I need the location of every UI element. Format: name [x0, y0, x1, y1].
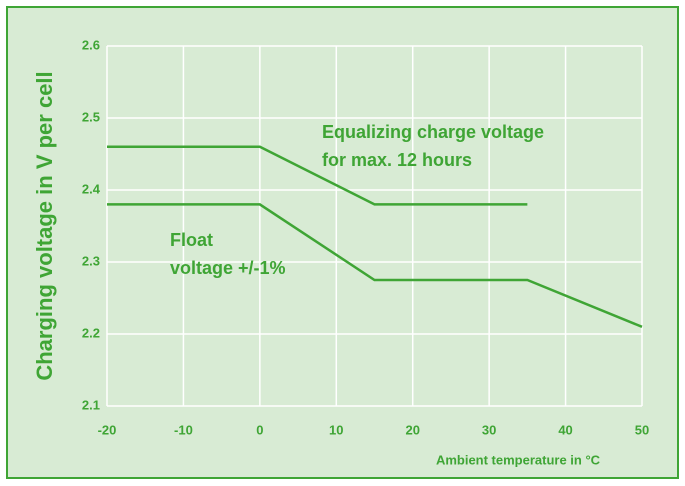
line-series: [107, 203, 643, 328]
x-tick-label: 0: [256, 422, 263, 437]
x-tick-label: 40: [558, 422, 572, 437]
y-tick-label: 2.4: [82, 181, 101, 196]
x-tick-label: -10: [174, 422, 193, 437]
series-label: voltage +/-1%: [170, 258, 286, 278]
x-tick-label: -20: [98, 422, 117, 437]
series-label: Float: [170, 230, 213, 250]
y-tick-label: 2.2: [82, 325, 100, 340]
line-series: [107, 145, 528, 206]
y-axis-label: Charging voltage in V per cell: [32, 71, 57, 380]
y-tick-label: 2.1: [82, 397, 100, 412]
y-tick-label: 2.5: [82, 109, 100, 124]
y-tick-label: 2.6: [82, 37, 100, 52]
series-label: for max. 12 hours: [322, 150, 472, 170]
x-axis-label: Ambient temperature in °C: [436, 452, 601, 467]
x-tick-label: 30: [482, 422, 496, 437]
x-tick-label: 20: [405, 422, 419, 437]
x-tick-label: 10: [329, 422, 343, 437]
series-label: Equalizing charge voltage: [322, 122, 544, 142]
x-tick-label: 50: [635, 422, 649, 437]
y-tick-label: 2.3: [82, 253, 100, 268]
